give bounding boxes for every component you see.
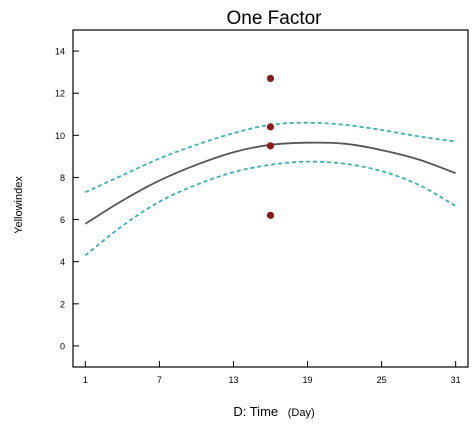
upper-interval-line [84, 121, 456, 194]
fit-line [84, 141, 457, 225]
data-point [266, 211, 275, 219]
axes: 0 2 4 6 8 10 12 14 1 7 13 19 25 31 [55, 47, 461, 385]
y-tick-label: 8 [60, 173, 65, 183]
y-tick-label: 10 [55, 131, 65, 141]
data-point [266, 123, 275, 131]
y-tick-label: 0 [60, 341, 65, 351]
chart-title: One Factor [226, 8, 322, 29]
y-tick-label: 6 [60, 215, 65, 225]
x-axis-label-text: D: Time [233, 404, 278, 419]
x-tick-label: 1 [83, 375, 88, 385]
lower-interval-line [84, 160, 457, 257]
y-tick-label: 4 [60, 257, 65, 267]
y-axis-label: Yellowindex [13, 176, 25, 234]
x-tick-label: 25 [377, 375, 387, 385]
y-tick-label: 2 [60, 299, 65, 309]
plot-frame [72, 29, 469, 368]
x-axis-unit: (Day) [288, 407, 315, 419]
series [84, 74, 457, 257]
x-axis-label: D: Time (Day) [233, 404, 314, 419]
x-tick-label: 31 [451, 375, 461, 385]
x-tick-label: 7 [157, 375, 162, 385]
data-point [266, 74, 275, 83]
y-tick-label: 12 [55, 89, 65, 99]
data-point [266, 142, 275, 150]
x-tick-label: 19 [303, 375, 313, 385]
x-tick-label: 13 [228, 375, 238, 385]
y-tick-label: 14 [55, 47, 65, 57]
